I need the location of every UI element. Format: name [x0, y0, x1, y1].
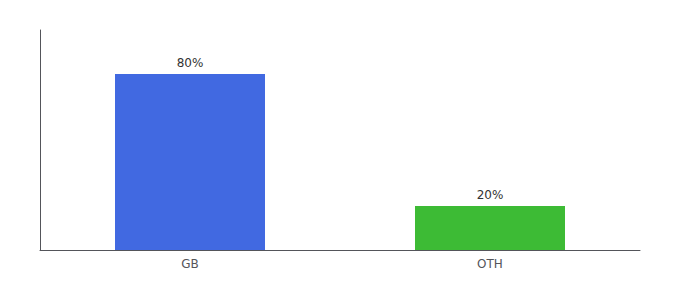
svg-text:80%: 80%	[177, 56, 204, 70]
svg-text:20%: 20%	[477, 188, 504, 202]
svg-text:GB: GB	[181, 257, 199, 271]
svg-text:OTH: OTH	[477, 257, 503, 271]
